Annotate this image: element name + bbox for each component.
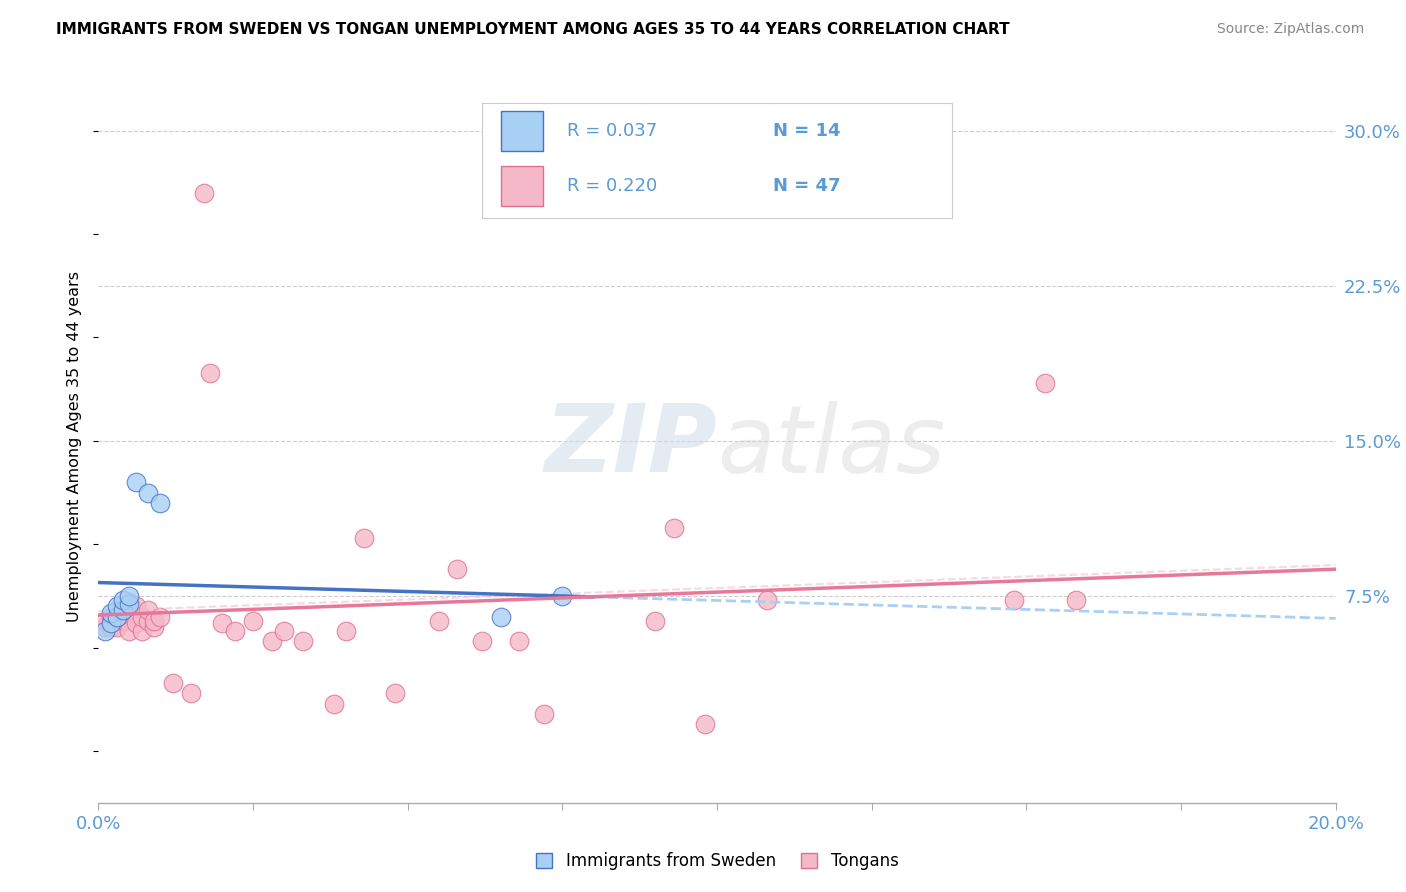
Point: [446, 562, 468, 576]
Point: [118, 624, 141, 639]
Point: [136, 603, 159, 617]
Point: [384, 686, 406, 700]
Point: [136, 485, 159, 500]
Point: [118, 589, 141, 603]
Point: [353, 531, 375, 545]
Point: [112, 614, 135, 628]
Point: [180, 686, 202, 700]
Point: [124, 599, 146, 614]
Point: [211, 615, 233, 630]
Legend: Immigrants from Sweden, Tongans: Immigrants from Sweden, Tongans: [529, 846, 905, 877]
Text: ZIP: ZIP: [544, 400, 717, 492]
Point: [105, 609, 128, 624]
Point: [224, 624, 246, 639]
Point: [149, 609, 172, 624]
Point: [136, 614, 159, 628]
Point: [291, 634, 314, 648]
Point: [118, 597, 141, 611]
Point: [162, 676, 184, 690]
Point: [143, 614, 166, 628]
Text: IMMIGRANTS FROM SWEDEN VS TONGAN UNEMPLOYMENT AMONG AGES 35 TO 44 YEARS CORRELAT: IMMIGRANTS FROM SWEDEN VS TONGAN UNEMPLO…: [56, 22, 1010, 37]
Point: [1002, 593, 1025, 607]
Point: [508, 634, 530, 648]
Point: [112, 603, 135, 617]
Point: [193, 186, 215, 200]
Point: [124, 615, 146, 630]
Point: [124, 475, 146, 490]
Point: [260, 634, 283, 648]
Point: [105, 599, 128, 614]
Point: [93, 620, 115, 634]
Point: [100, 615, 122, 630]
Point: [105, 620, 128, 634]
Point: [662, 521, 685, 535]
Point: [533, 706, 555, 721]
Point: [149, 496, 172, 510]
Point: [118, 595, 141, 609]
Point: [93, 624, 115, 639]
Point: [93, 614, 115, 628]
Point: [1064, 593, 1087, 607]
Point: [100, 606, 122, 620]
Point: [1033, 376, 1056, 390]
Text: atlas: atlas: [717, 401, 945, 491]
Point: [644, 614, 666, 628]
Point: [105, 609, 128, 624]
Text: Source: ZipAtlas.com: Source: ZipAtlas.com: [1216, 22, 1364, 37]
Point: [242, 614, 264, 628]
Point: [335, 624, 357, 639]
Point: [198, 366, 221, 380]
Point: [100, 620, 122, 634]
Point: [551, 589, 574, 603]
Point: [693, 717, 716, 731]
Point: [143, 620, 166, 634]
Point: [112, 599, 135, 614]
Point: [100, 609, 122, 624]
Point: [322, 697, 344, 711]
Point: [131, 609, 153, 624]
Point: [131, 624, 153, 639]
Point: [105, 603, 128, 617]
Point: [427, 614, 450, 628]
Y-axis label: Unemployment Among Ages 35 to 44 years: Unemployment Among Ages 35 to 44 years: [67, 270, 83, 622]
Point: [112, 593, 135, 607]
Point: [471, 634, 494, 648]
Point: [755, 593, 778, 607]
Point: [273, 624, 295, 639]
Point: [489, 609, 512, 624]
Point: [118, 603, 141, 617]
